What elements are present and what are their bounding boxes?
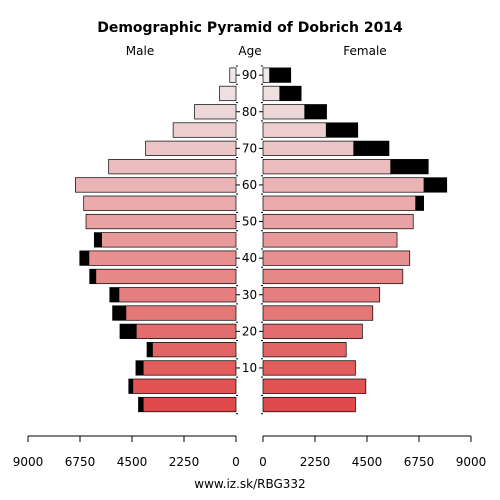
female-surplus: [325, 122, 358, 138]
female-bar: [262, 323, 363, 339]
male-bar: [135, 360, 237, 376]
age-tick-label: 20: [242, 324, 257, 338]
male-surplus: [79, 250, 90, 266]
female-surplus: [415, 196, 424, 211]
age-axis: 10 20 30 40 50 60 70 80 90: [236, 65, 263, 415]
male-bar: [83, 195, 237, 211]
male-surplus: [147, 342, 153, 357]
male-surplus: [89, 269, 97, 284]
x-tick-label: 6750: [65, 455, 96, 469]
male-bar: [112, 305, 237, 321]
male-surplus: [128, 379, 134, 394]
male-bar: [85, 213, 237, 230]
male-bar: [172, 122, 237, 138]
male-bar: [229, 67, 237, 83]
male-bar: [138, 396, 237, 413]
female-bar: [262, 232, 398, 248]
female-bar: [262, 360, 356, 376]
x-tick-label: 0: [232, 455, 240, 469]
male-bars: [75, 67, 237, 413]
female-bar: [262, 213, 414, 230]
male-surplus: [94, 232, 102, 248]
female-surplus: [269, 67, 291, 83]
x-tick-label: 4500: [117, 455, 148, 469]
male-label: Male: [126, 44, 154, 58]
x-tick-label: 4500: [352, 455, 383, 469]
female-label: Female: [343, 44, 386, 58]
male-bar: [194, 104, 237, 120]
female-bar: [262, 177, 448, 193]
age-label: Age: [238, 44, 261, 58]
male-surplus: [119, 324, 137, 339]
x-tick-label: 9000: [13, 455, 44, 469]
male-bar: [108, 159, 237, 175]
male-bar: [128, 378, 237, 394]
x-tick-label: 0: [259, 455, 267, 469]
male-surplus: [112, 305, 127, 321]
x-tick-label: 9000: [456, 455, 487, 469]
age-tick-label: 80: [242, 105, 257, 119]
male-bar: [109, 287, 237, 303]
x-tick-label: 6750: [404, 455, 435, 469]
male-bar: [75, 177, 237, 193]
female-surplus: [423, 177, 447, 193]
age-tick-label: 50: [242, 215, 257, 229]
chart-title: Demographic Pyramid of Dobrich 2014: [97, 20, 403, 36]
male-bar: [146, 342, 237, 358]
age-tick-label: 10: [242, 361, 257, 375]
female-bar: [262, 378, 367, 394]
female-bar: [262, 287, 381, 303]
female-bar: [262, 268, 404, 285]
x-tick-label: 2250: [300, 455, 331, 469]
female-bars: [262, 67, 448, 413]
age-tick-label: 30: [242, 288, 257, 302]
male-bar: [79, 250, 237, 266]
male-surplus: [109, 287, 120, 302]
female-bar: [262, 195, 424, 211]
male-bar: [219, 85, 237, 102]
female-bar: [262, 305, 374, 321]
female-surplus: [279, 86, 302, 101]
age-tick-label: 40: [242, 251, 257, 265]
female-surplus: [304, 104, 327, 119]
x-tick-label: 2250: [169, 455, 200, 469]
male-surplus: [138, 397, 144, 412]
female-surplus: [390, 159, 429, 174]
female-bar: [262, 342, 347, 358]
male-bar: [119, 323, 237, 339]
male-bar: [93, 232, 237, 248]
age-tick-label: 60: [242, 178, 257, 192]
x-axis: 9000 6750 4500 2250 0 2250 4500 6750 9000 0: [13, 435, 487, 469]
male-bar: [145, 140, 237, 156]
age-tick-label: 90: [242, 68, 257, 82]
male-surplus: [135, 360, 144, 376]
female-bar: [262, 250, 411, 266]
female-bar: [262, 396, 356, 413]
male-bar: [89, 268, 237, 285]
age-tick-label: 70: [242, 141, 257, 155]
female-surplus: [353, 141, 389, 156]
source-footer: www.iz.sk/RBG332: [194, 477, 305, 491]
